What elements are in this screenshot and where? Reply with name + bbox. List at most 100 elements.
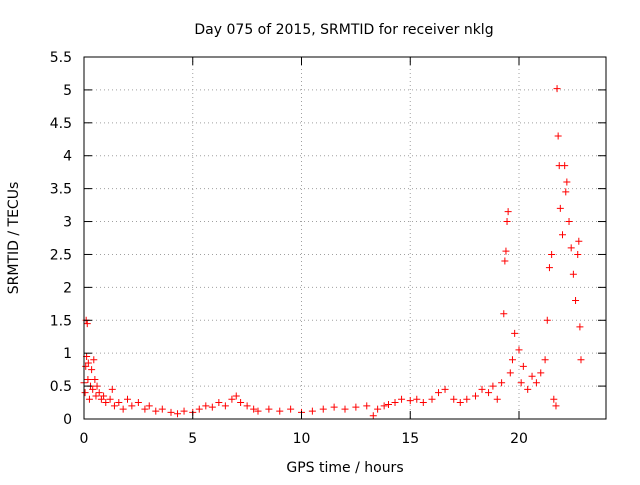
y-tick-label: 5.5 — [50, 50, 72, 66]
data-point — [221, 402, 229, 410]
data-point — [504, 208, 512, 216]
data-point — [228, 395, 236, 403]
data-point — [95, 389, 103, 397]
data-point — [502, 247, 510, 255]
data-point — [89, 385, 97, 393]
data-point — [202, 402, 210, 410]
data-point — [562, 188, 570, 196]
data-point — [84, 359, 92, 367]
data-point — [500, 310, 508, 318]
y-tick-label: 4.5 — [50, 116, 72, 132]
data-point — [485, 389, 493, 397]
y-axis-label: SRMTID / TECUs — [6, 182, 22, 295]
data-point — [511, 329, 519, 337]
data-point — [576, 323, 584, 331]
data-point — [232, 392, 240, 400]
data-point — [363, 402, 371, 410]
data-point — [556, 204, 564, 212]
data-point — [450, 395, 458, 403]
data-point — [84, 376, 92, 384]
data-point — [517, 379, 525, 387]
data-point — [489, 382, 497, 390]
data-point — [374, 405, 382, 413]
data-point — [548, 250, 556, 258]
data-point — [287, 405, 295, 413]
data-point — [195, 405, 203, 413]
plot-frame — [83, 56, 607, 420]
data-point — [441, 385, 449, 393]
data-point — [567, 244, 575, 252]
y-tick-label: 0 — [63, 412, 72, 428]
data-point — [537, 369, 545, 377]
x-tick-label: 20 — [510, 431, 528, 447]
data-point — [158, 405, 166, 413]
data-point — [385, 401, 392, 409]
y-tick-label: 1 — [63, 346, 72, 362]
data-point — [553, 85, 561, 93]
data-point — [565, 218, 573, 226]
data-point — [478, 385, 486, 393]
data-point — [110, 402, 118, 410]
data-point — [503, 218, 511, 226]
y-tick-label: 2.5 — [50, 247, 72, 263]
data-point — [563, 178, 571, 186]
data-point — [167, 408, 175, 416]
data-point — [319, 405, 327, 413]
data-point — [572, 297, 580, 305]
data-point — [515, 346, 523, 354]
data-point — [134, 399, 142, 407]
data-point — [456, 399, 464, 407]
data-point — [528, 372, 536, 380]
data-point — [498, 379, 506, 387]
data-point — [90, 356, 98, 364]
data-point — [180, 407, 188, 415]
x-tick-label: 10 — [293, 431, 311, 447]
data-point — [330, 403, 338, 411]
data-point — [81, 389, 89, 397]
data-point — [463, 395, 471, 403]
data-point — [501, 257, 509, 265]
data-point — [265, 405, 273, 413]
data-point — [243, 402, 251, 410]
data-point — [398, 395, 406, 403]
data-point — [552, 402, 560, 410]
y-tick-label: 3 — [63, 215, 72, 231]
data-point — [413, 395, 421, 403]
data-point — [254, 407, 262, 415]
data-point — [472, 392, 479, 400]
data-point — [435, 389, 443, 397]
data-point — [119, 405, 127, 413]
data-point — [419, 399, 427, 407]
data-point — [341, 405, 349, 413]
data-point — [561, 162, 569, 170]
data-point — [352, 403, 360, 411]
data-point — [215, 399, 223, 407]
data-point — [152, 407, 160, 415]
y-tick-label: 5 — [63, 83, 72, 99]
x-axis-label: GPS time / hours — [286, 460, 403, 476]
data-point — [493, 395, 501, 403]
data-point — [532, 379, 540, 387]
chart-title: Day 075 of 2015, SRMTID for receiver nkl… — [194, 22, 493, 38]
data-point — [577, 356, 585, 364]
x-tick-label: 0 — [80, 431, 89, 447]
axis-ticks: 0 0.5 1 1.5 2 2.5 3 3.5 4 4.5 5 5.5 0 5 10 15 20 — [50, 50, 606, 447]
data-point — [124, 395, 131, 403]
data-point — [276, 407, 284, 415]
data-point — [141, 405, 149, 413]
data-point — [524, 385, 532, 393]
data-point — [543, 316, 551, 324]
y-tick-label: 3.5 — [50, 182, 72, 198]
scatter-points — [80, 85, 585, 420]
data-point — [428, 395, 436, 403]
y-tick-label: 0.5 — [50, 379, 72, 395]
data-point — [102, 399, 110, 407]
data-point — [508, 356, 516, 364]
data-point — [550, 395, 558, 403]
data-point — [100, 392, 108, 400]
data-point — [85, 395, 93, 403]
data-point — [569, 270, 577, 278]
data-point — [519, 362, 527, 370]
